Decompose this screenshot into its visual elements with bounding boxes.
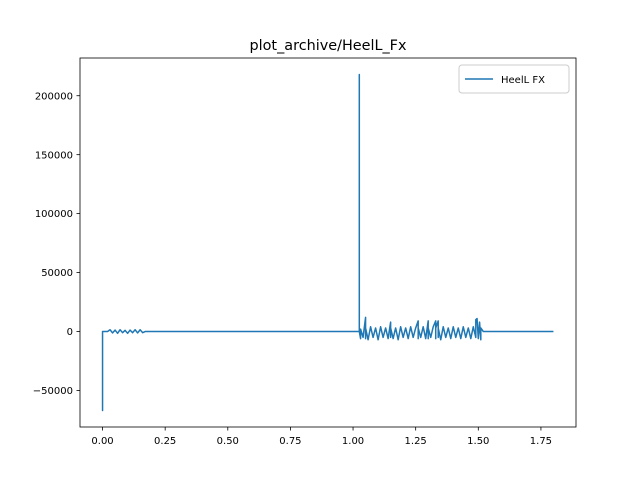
legend: HeelL FX [458, 64, 570, 94]
x-tick-label: 0.25 [154, 436, 176, 447]
y-tick-label: −50000 [33, 386, 73, 397]
x-tick-label: 0.50 [217, 436, 239, 447]
x-tick-label: 1.25 [405, 436, 427, 447]
x-tick-label: 0.00 [91, 436, 113, 447]
y-tick-label: 0 [67, 327, 73, 338]
axes-layer: 0.00 0.25 0.50 0.75 1.00 1.25 1.50 1.75 −50000 0 5… [33, 57, 577, 447]
plot-layer [101, 73, 554, 412]
y-tick-label: 100000 [35, 209, 73, 220]
x-tick-label: 1.00 [342, 436, 364, 447]
chart-title: plot_archive/HeelL_Fx [250, 38, 407, 54]
x-tick-label: 1.50 [467, 436, 489, 447]
axes-frame [79, 57, 577, 428]
legend-label: HeelL FX [501, 75, 545, 86]
x-tick-label: 0.75 [279, 436, 301, 447]
x-tick-label: 1.75 [530, 436, 552, 447]
y-tick-label: 200000 [35, 91, 73, 102]
y-tick-label: 150000 [35, 150, 73, 161]
y-tick-label: 50000 [41, 268, 73, 279]
series-line-0 [101, 73, 554, 412]
legend-box [458, 64, 570, 94]
